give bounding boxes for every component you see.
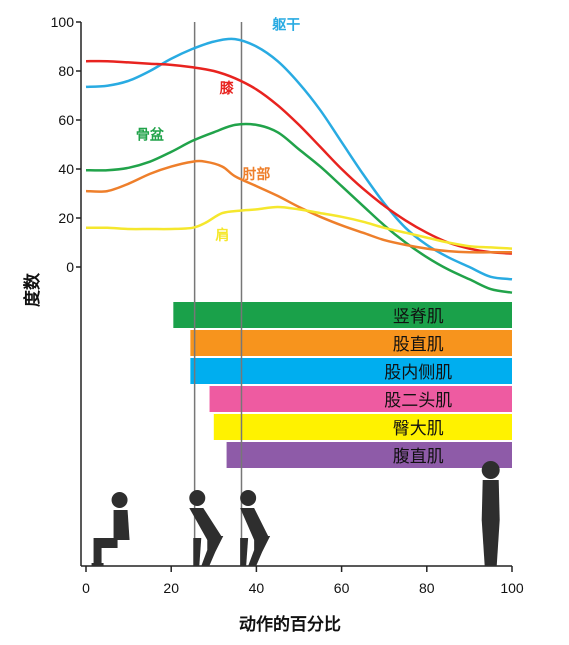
axes: 0 20 40 60 80 100 0 20 40 60 80 100 <box>51 14 524 596</box>
rising-icon <box>240 490 271 566</box>
curve-label: 肩 <box>215 227 229 244</box>
y-tick-label: 40 <box>58 161 74 177</box>
muscle-bar-label: 腹直肌 <box>393 447 444 467</box>
curve-label: 膝 <box>220 81 235 97</box>
muscle-bar <box>213 414 513 440</box>
y-tick-label: 80 <box>58 63 74 79</box>
muscle-bar-label: 臀大肌 <box>393 419 444 439</box>
x-tick-label: 0 <box>82 580 90 596</box>
seated-icon <box>91 492 130 566</box>
curve-label: 肘部 <box>242 166 270 183</box>
y-tick-label: 20 <box>58 210 74 226</box>
muscle-bar <box>226 442 512 468</box>
posture-figures <box>91 461 500 566</box>
curve-line <box>85 37 513 281</box>
phase-markers <box>193 22 243 566</box>
muscle-bar-label: 股二头肌 <box>384 391 452 411</box>
labels: 动作的百分比 度数 <box>22 272 341 635</box>
curve-line <box>85 205 513 250</box>
x-tick-label: 80 <box>419 580 435 596</box>
muscle-bar-label: 股内侧肌 <box>384 363 452 383</box>
muscle-bar <box>209 386 513 412</box>
y-tick-label: 100 <box>51 14 75 30</box>
muscle-bar-label: 竖脊肌 <box>393 307 444 327</box>
x-axis-label: 动作的百分比 <box>239 614 341 635</box>
y-tick-label: 60 <box>58 112 74 128</box>
half-squat-icon <box>189 490 224 566</box>
muscle-bar <box>190 358 512 384</box>
y-tick-label: 0 <box>66 259 74 275</box>
curve-line <box>85 122 513 294</box>
x-tick-label: 40 <box>249 580 265 596</box>
y-axis-label: 度数 <box>22 272 43 307</box>
curve-label: 骨盆 <box>136 127 165 144</box>
muscle-bar <box>173 302 512 328</box>
curve-line <box>85 159 512 254</box>
curve-line <box>85 59 513 255</box>
x-tick-label: 100 <box>500 580 524 596</box>
muscle-bar-label: 股直肌 <box>393 335 444 355</box>
curve-label: 躯干 <box>271 16 300 33</box>
muscle-bar <box>190 330 512 356</box>
x-tick-label: 20 <box>163 580 179 596</box>
standing-icon <box>481 461 500 566</box>
x-tick-label: 60 <box>334 580 350 596</box>
